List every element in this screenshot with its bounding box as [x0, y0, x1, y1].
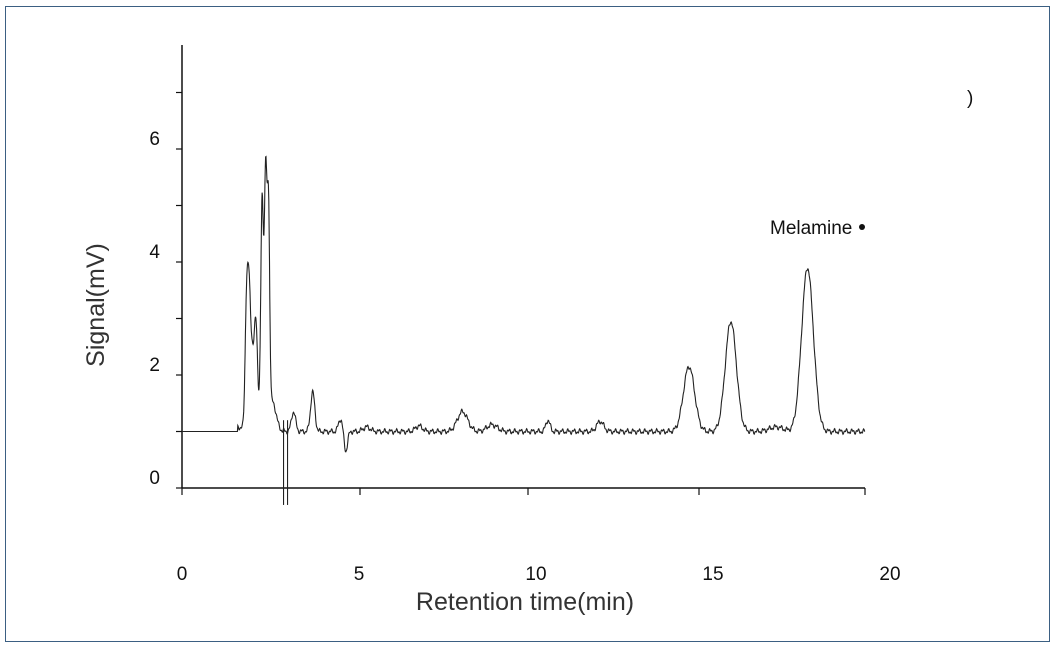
signal-line [182, 155, 866, 453]
axis-labels: 0 2 4 6 0 5 10 15 20 Retention time(min) Signal(mV… [82, 88, 973, 616]
stray-annotation: ) [967, 88, 973, 109]
x-tick-label: 15 [702, 564, 723, 585]
peak-label-melamine: Melamine [770, 218, 852, 239]
y-tick-label: 0 [149, 468, 160, 489]
signal-trace [182, 155, 866, 505]
x-tick-label: 5 [354, 564, 365, 585]
x-tick-label: 10 [525, 564, 546, 585]
melamine-marker [859, 224, 865, 230]
x-tick-label: 0 [177, 564, 188, 585]
y-axis-title: Signal(mV) [82, 243, 110, 367]
x-tick-label: 20 [879, 564, 900, 585]
x-axis-title: Retention time(min) [416, 588, 634, 616]
y-tick-label: 6 [149, 129, 160, 150]
y-tick-label: 4 [149, 242, 160, 263]
axes [176, 45, 866, 495]
y-tick-label: 2 [149, 355, 160, 376]
figure-frame [5, 6, 1050, 642]
